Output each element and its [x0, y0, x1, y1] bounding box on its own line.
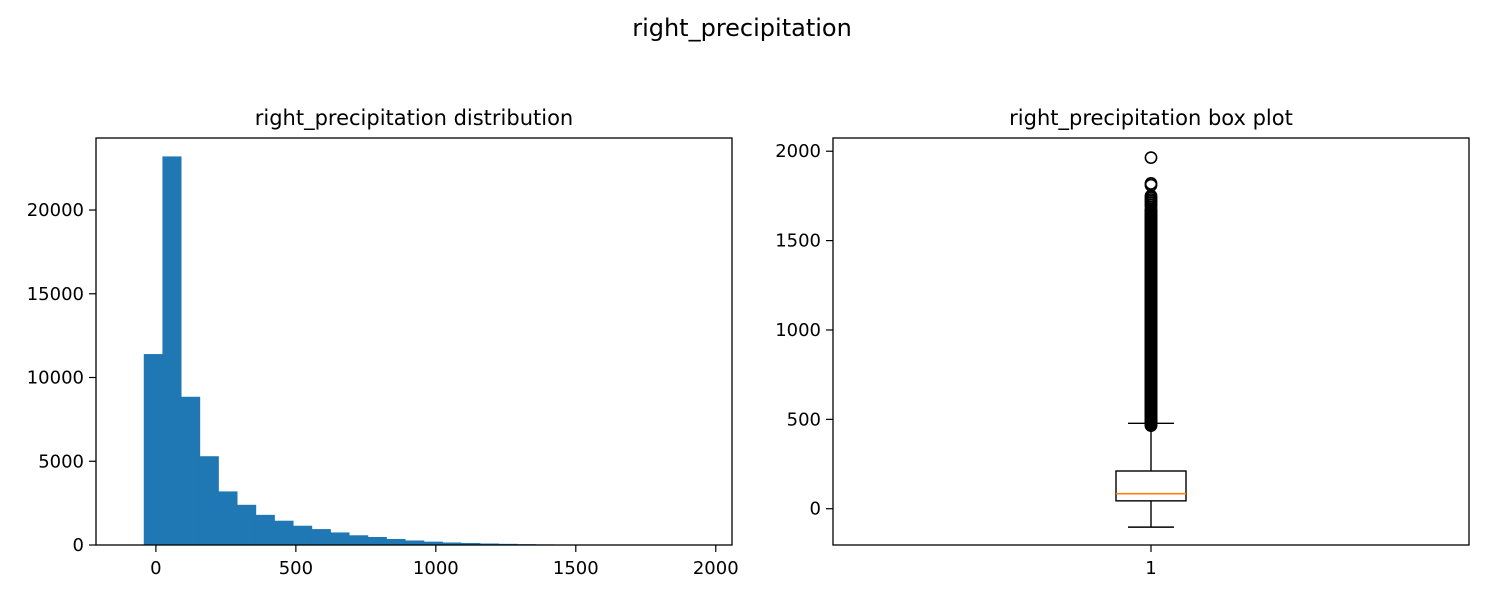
boxplot-marks — [1115, 151, 1187, 528]
histogram-bar — [311, 529, 331, 545]
y-tick-label: 0 — [810, 499, 821, 520]
histogram-bar — [181, 396, 201, 545]
histogram-bar — [479, 543, 499, 545]
histogram-bar — [461, 542, 481, 545]
y-tick-label: 15000 — [27, 284, 84, 305]
histogram-panel: right_precipitation distribution 0 500 100… — [27, 106, 739, 579]
y-tick-label: 1500 — [775, 231, 821, 252]
boxplot-axes: 0 500 1000 1500 2000 1 — [775, 141, 1157, 579]
box-iqr — [1115, 470, 1187, 502]
x-tick-label: 2000 — [693, 558, 739, 579]
histogram-bar — [274, 520, 294, 545]
y-tick-label: 20000 — [27, 200, 84, 221]
histogram-bar — [367, 536, 387, 545]
histogram-frame — [95, 137, 733, 546]
histogram-bar — [293, 525, 313, 545]
histogram-bar — [143, 354, 163, 545]
boxplot-title: right_precipitation box plot — [1009, 106, 1293, 131]
x-tick-label: 1 — [1145, 558, 1156, 579]
y-tick-label: 5000 — [38, 451, 84, 472]
histogram-bar — [442, 542, 462, 545]
histogram-bar — [405, 540, 425, 545]
histogram-bar — [330, 532, 350, 545]
outlier-point — [1144, 151, 1158, 165]
x-tick-label: 1500 — [553, 558, 599, 579]
histogram-title: right_precipitation distribution — [255, 106, 574, 131]
histogram-bar — [255, 514, 275, 545]
x-tick-label: 0 — [150, 558, 161, 579]
x-tick-label: 1000 — [413, 558, 459, 579]
y-tick-label: 2000 — [775, 141, 821, 162]
histogram-bars — [143, 156, 705, 545]
histogram-bar — [199, 456, 219, 545]
boxplot-panel: right_precipitation box plot 0 500 1000 150… — [775, 106, 1470, 579]
y-tick-label: 1000 — [775, 320, 821, 341]
x-tick-label: 500 — [279, 558, 313, 579]
y-tick-label: 0 — [73, 535, 84, 556]
figure-title: right_precipitation — [632, 14, 852, 42]
histogram-bar — [237, 504, 257, 545]
histogram-bar — [162, 156, 182, 545]
y-tick-label: 10000 — [27, 368, 84, 389]
histogram-bar — [349, 535, 369, 545]
histogram-bar — [218, 491, 238, 545]
y-tick-label: 500 — [787, 409, 821, 430]
histogram-bar — [386, 538, 406, 545]
outlier-point — [1144, 177, 1158, 190]
outliers — [1144, 151, 1158, 432]
histogram-bar — [423, 541, 443, 545]
